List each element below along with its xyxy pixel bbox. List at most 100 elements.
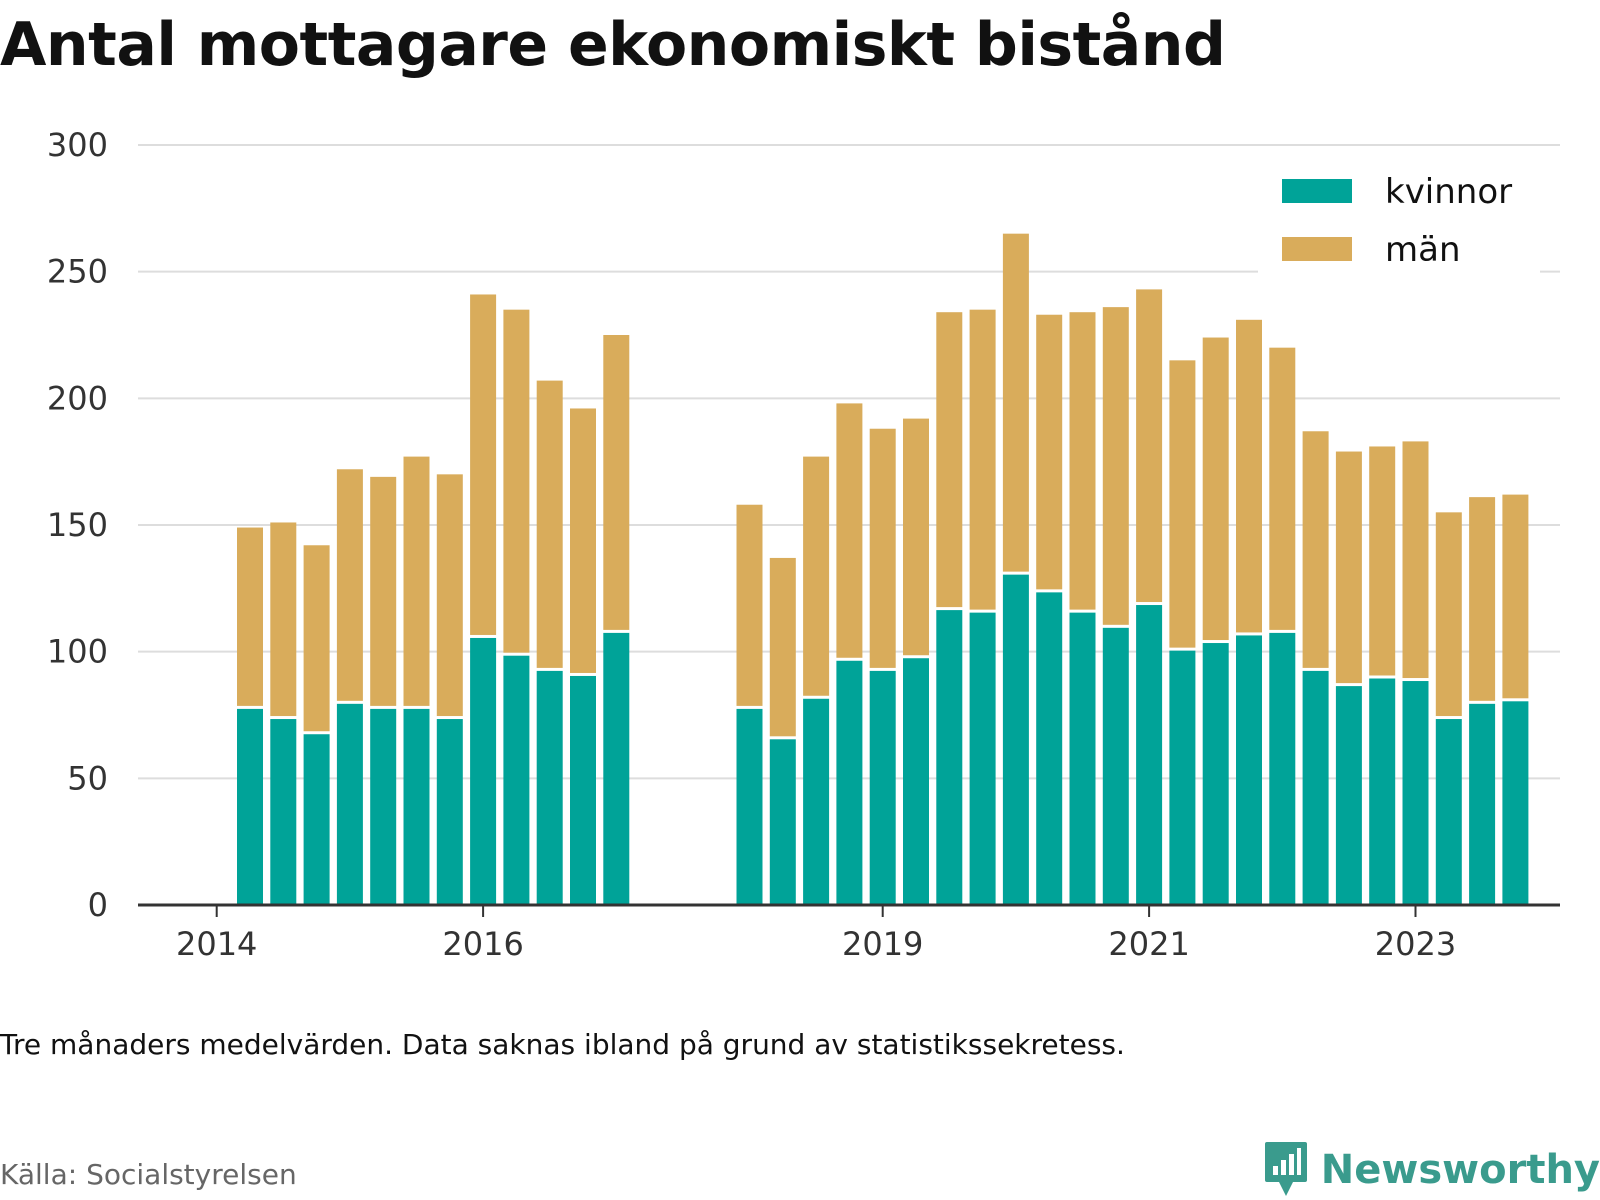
bar-group — [570, 408, 596, 905]
legend-item: män — [1282, 230, 1461, 270]
bar-kvinnor — [1269, 632, 1296, 905]
bar-group — [1036, 314, 1063, 905]
bar-group — [869, 428, 896, 905]
bar-kvinnor — [536, 670, 563, 905]
bar-group — [1236, 319, 1262, 905]
bar-kvinnor — [336, 703, 363, 905]
bar-kvinnor — [969, 612, 996, 905]
bar-group — [736, 504, 763, 905]
bar-man — [1369, 446, 1396, 676]
bar-man — [936, 312, 963, 608]
bar-group — [237, 527, 263, 905]
bar-group — [1269, 347, 1296, 905]
bar-man — [536, 380, 563, 668]
bar-group — [803, 456, 830, 905]
bar-man — [1136, 289, 1163, 603]
brand-name: Newsworthy — [1320, 1147, 1600, 1193]
y-tick-label: 0 — [88, 886, 108, 924]
bar-group — [603, 335, 630, 905]
bar-man — [436, 474, 463, 717]
bar-kvinnor — [370, 708, 397, 905]
bar-group — [1136, 289, 1163, 905]
bar-kvinnor — [1435, 719, 1462, 905]
legend: kvinnor män — [1258, 160, 1540, 274]
legend-swatch — [1282, 237, 1352, 261]
y-tick-label: 50 — [67, 759, 108, 797]
bar-group — [503, 309, 530, 905]
bar-man — [470, 294, 497, 635]
bar-man — [1036, 314, 1063, 590]
bar-kvinnor — [603, 632, 630, 905]
bar-kvinnor — [1002, 574, 1029, 905]
bar-kvinnor — [270, 719, 297, 905]
bar-group — [403, 456, 430, 905]
bar-group — [903, 418, 929, 905]
bar-kvinnor — [1502, 701, 1529, 905]
y-tick-label: 250 — [47, 253, 108, 291]
bar-kvinnor — [936, 610, 963, 905]
bar-group — [769, 557, 796, 905]
y-tick-label: 150 — [47, 506, 108, 544]
legend-swatch — [1282, 179, 1352, 203]
bar-man — [403, 456, 430, 706]
bar-group — [936, 312, 963, 905]
bar-group — [1469, 497, 1496, 905]
bar-man — [1502, 494, 1529, 699]
bar-kvinnor — [1169, 650, 1196, 905]
bar-kvinnor — [1236, 635, 1262, 905]
bar-man — [336, 469, 363, 701]
bar-group — [1302, 431, 1329, 905]
bar-man — [769, 557, 796, 737]
bar-kvinnor — [503, 655, 530, 905]
bar-group — [303, 545, 330, 905]
bar-group — [370, 476, 397, 905]
bar-man — [969, 309, 996, 610]
bar-man — [1236, 319, 1262, 633]
bar-man — [570, 408, 596, 673]
bar-kvinnor — [836, 660, 863, 905]
bar-kvinnor — [403, 708, 430, 905]
bar-kvinnor — [769, 739, 796, 905]
bar-man — [736, 504, 763, 706]
x-tick-label: 2021 — [1108, 925, 1189, 963]
bar-group — [436, 474, 463, 905]
bar-kvinnor — [1469, 703, 1496, 905]
bar-man — [869, 428, 896, 668]
bar-man — [1002, 233, 1029, 572]
bar-man — [1402, 441, 1429, 679]
bar-man — [270, 522, 297, 717]
legend-item: kvinnor — [1282, 172, 1512, 212]
bar-group — [969, 309, 996, 905]
bar-man — [1202, 337, 1229, 641]
bar-kvinnor — [1102, 627, 1129, 905]
bar-man — [237, 527, 263, 706]
bar-kvinnor — [1069, 612, 1096, 905]
chart-title: Antal mottagare ekonomiskt bistånd — [0, 10, 1226, 80]
legend-label: män — [1385, 230, 1461, 270]
bar-group — [1335, 451, 1362, 905]
bar-group — [1102, 307, 1129, 905]
bar-man — [1102, 307, 1129, 625]
bar-group — [536, 380, 563, 905]
bar-group — [1502, 494, 1529, 905]
x-tick-label: 2019 — [842, 925, 923, 963]
bar-man — [603, 335, 630, 630]
bar-man — [803, 456, 830, 696]
bar-kvinnor — [803, 698, 830, 905]
bar-group — [1435, 512, 1462, 905]
bar-kvinnor — [869, 670, 896, 905]
x-tick-label: 2023 — [1375, 925, 1456, 963]
bar-man — [836, 403, 863, 658]
bar-group — [270, 522, 297, 905]
bar-man — [1269, 347, 1296, 630]
bar-kvinnor — [1302, 670, 1329, 905]
bar-kvinnor — [470, 637, 497, 905]
bar-group — [1202, 337, 1229, 905]
bar-man — [370, 476, 397, 706]
bar-man — [303, 545, 330, 732]
bar-group — [836, 403, 863, 905]
newsworthy-brand[interactable]: Newsworthy — [1263, 1140, 1600, 1200]
bar-man — [1169, 360, 1196, 648]
source-label: Källa: Socialstyrelsen — [0, 1158, 297, 1191]
bar-kvinnor — [303, 734, 330, 905]
